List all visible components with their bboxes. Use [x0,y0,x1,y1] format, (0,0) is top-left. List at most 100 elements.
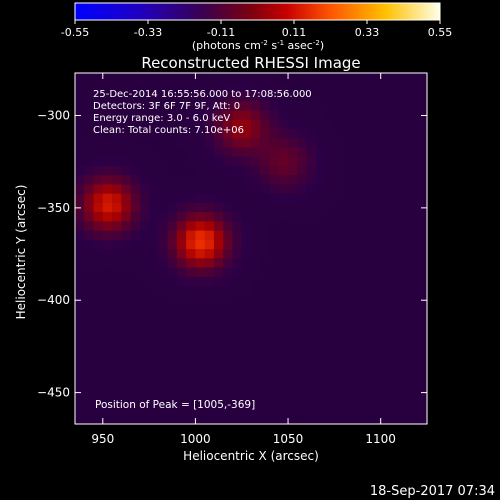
heatmap-cell [297,322,308,333]
heatmap-cell [269,377,280,388]
heatmap-cell [343,359,354,370]
heatmap-cell [297,331,308,342]
heatmap-cell [288,248,298,259]
heatmap-cell [325,230,335,240]
heatmap-cell [241,239,252,250]
heatmap-cell [93,294,104,305]
heatmap-cell [121,322,132,333]
heatmap-cell [334,368,345,379]
heatmap-cell [213,387,224,397]
heatmap-cell [251,303,261,314]
heatmap-cell [93,303,104,314]
heatmap-cell [75,146,85,157]
heatmap-cell [362,396,373,407]
heatmap-cell [223,350,234,360]
heatmap-cell [352,248,363,259]
heatmap-cell [371,248,382,259]
heatmap-cell [417,396,428,407]
heatmap-cell [352,276,363,287]
heatmap-cell [408,137,419,148]
heatmap-cell [232,211,243,222]
heatmap-cell [213,303,224,314]
heatmap-cell [223,340,234,351]
heatmap-cell [130,322,141,333]
heatmap-cell [75,294,85,305]
heatmap-cell [167,193,178,203]
heatmap-cell [389,387,400,397]
heatmap-cell [204,73,215,83]
heatmap-cell [93,285,104,296]
heatmap-cell [269,211,280,222]
heatmap-cell [158,313,169,323]
heatmap-cell [102,350,113,360]
heatmap-cell [93,313,104,323]
heatmap-cell [93,109,104,120]
heatmap-cell [306,350,317,360]
heatmap-cell [343,414,354,425]
colorbar-tick-label: -0.33 [134,26,162,39]
heatmap-cell [380,350,391,360]
heatmap-cell [371,285,382,296]
heatmap-cell [306,340,317,351]
y-tick-label: −350 [37,201,70,215]
heatmap-cell [75,377,85,388]
heatmap-cell [213,137,224,148]
heatmap-cell [260,128,271,139]
heatmap-cell [380,73,391,83]
heatmap-cell [380,248,391,259]
heatmap-cell [389,331,400,342]
heatmap-cell [352,331,363,342]
heatmap-cell [84,322,95,333]
heatmap-cell [371,340,382,351]
heatmap-cell [139,368,150,379]
heatmap-cell [186,322,197,333]
heatmap-cell [121,257,132,268]
heatmap-cell [112,294,122,305]
heatmap-cell [139,285,150,296]
heatmap-cell [186,387,197,397]
heatmap-cell [204,405,215,416]
heatmap-cell [251,82,261,93]
heatmap-cell [121,387,132,397]
heatmap-cell [269,137,280,148]
heatmap-cell [158,109,169,120]
heatmap-cell [417,350,428,360]
heatmap-cell [399,340,410,351]
heatmap-cell [408,91,419,102]
heatmap-cell [297,165,308,176]
heatmap-cell [362,359,373,370]
heatmap-cell [315,257,326,268]
heatmap-cell [306,285,317,296]
heatmap-cell [251,156,261,166]
heatmap-cell [75,313,85,323]
heatmap-cell [288,387,298,397]
heatmap-cell [213,156,224,166]
heatmap-cell [130,183,141,194]
heatmap-cell [288,303,298,314]
heatmap-cell [269,340,280,351]
heatmap-cell [288,109,298,120]
heatmap-cell [102,303,113,314]
heatmap-cell [176,322,187,333]
heatmap-cell [158,368,169,379]
heatmap-cell [213,276,224,287]
heatmap-cell [195,414,206,425]
heatmap-cell [297,82,308,93]
heatmap-cell [204,414,215,425]
heatmap-cell [112,377,122,388]
heatmap-cell [399,146,410,157]
heatmap-cell [75,285,85,296]
heatmap-cell [149,156,159,166]
heatmap-cell [186,82,197,93]
heatmap-cell [213,313,224,323]
heatmap-cell [167,285,178,296]
heatmap-cell [204,193,215,203]
heatmap-cell [380,100,391,111]
heatmap-cell [352,146,363,157]
heatmap-cell [251,137,261,148]
heatmap-cell [278,276,289,287]
heatmap-cell [269,202,280,213]
heatmap-cell [278,322,289,333]
heatmap-cell [278,73,289,83]
heatmap-cell [352,156,363,166]
